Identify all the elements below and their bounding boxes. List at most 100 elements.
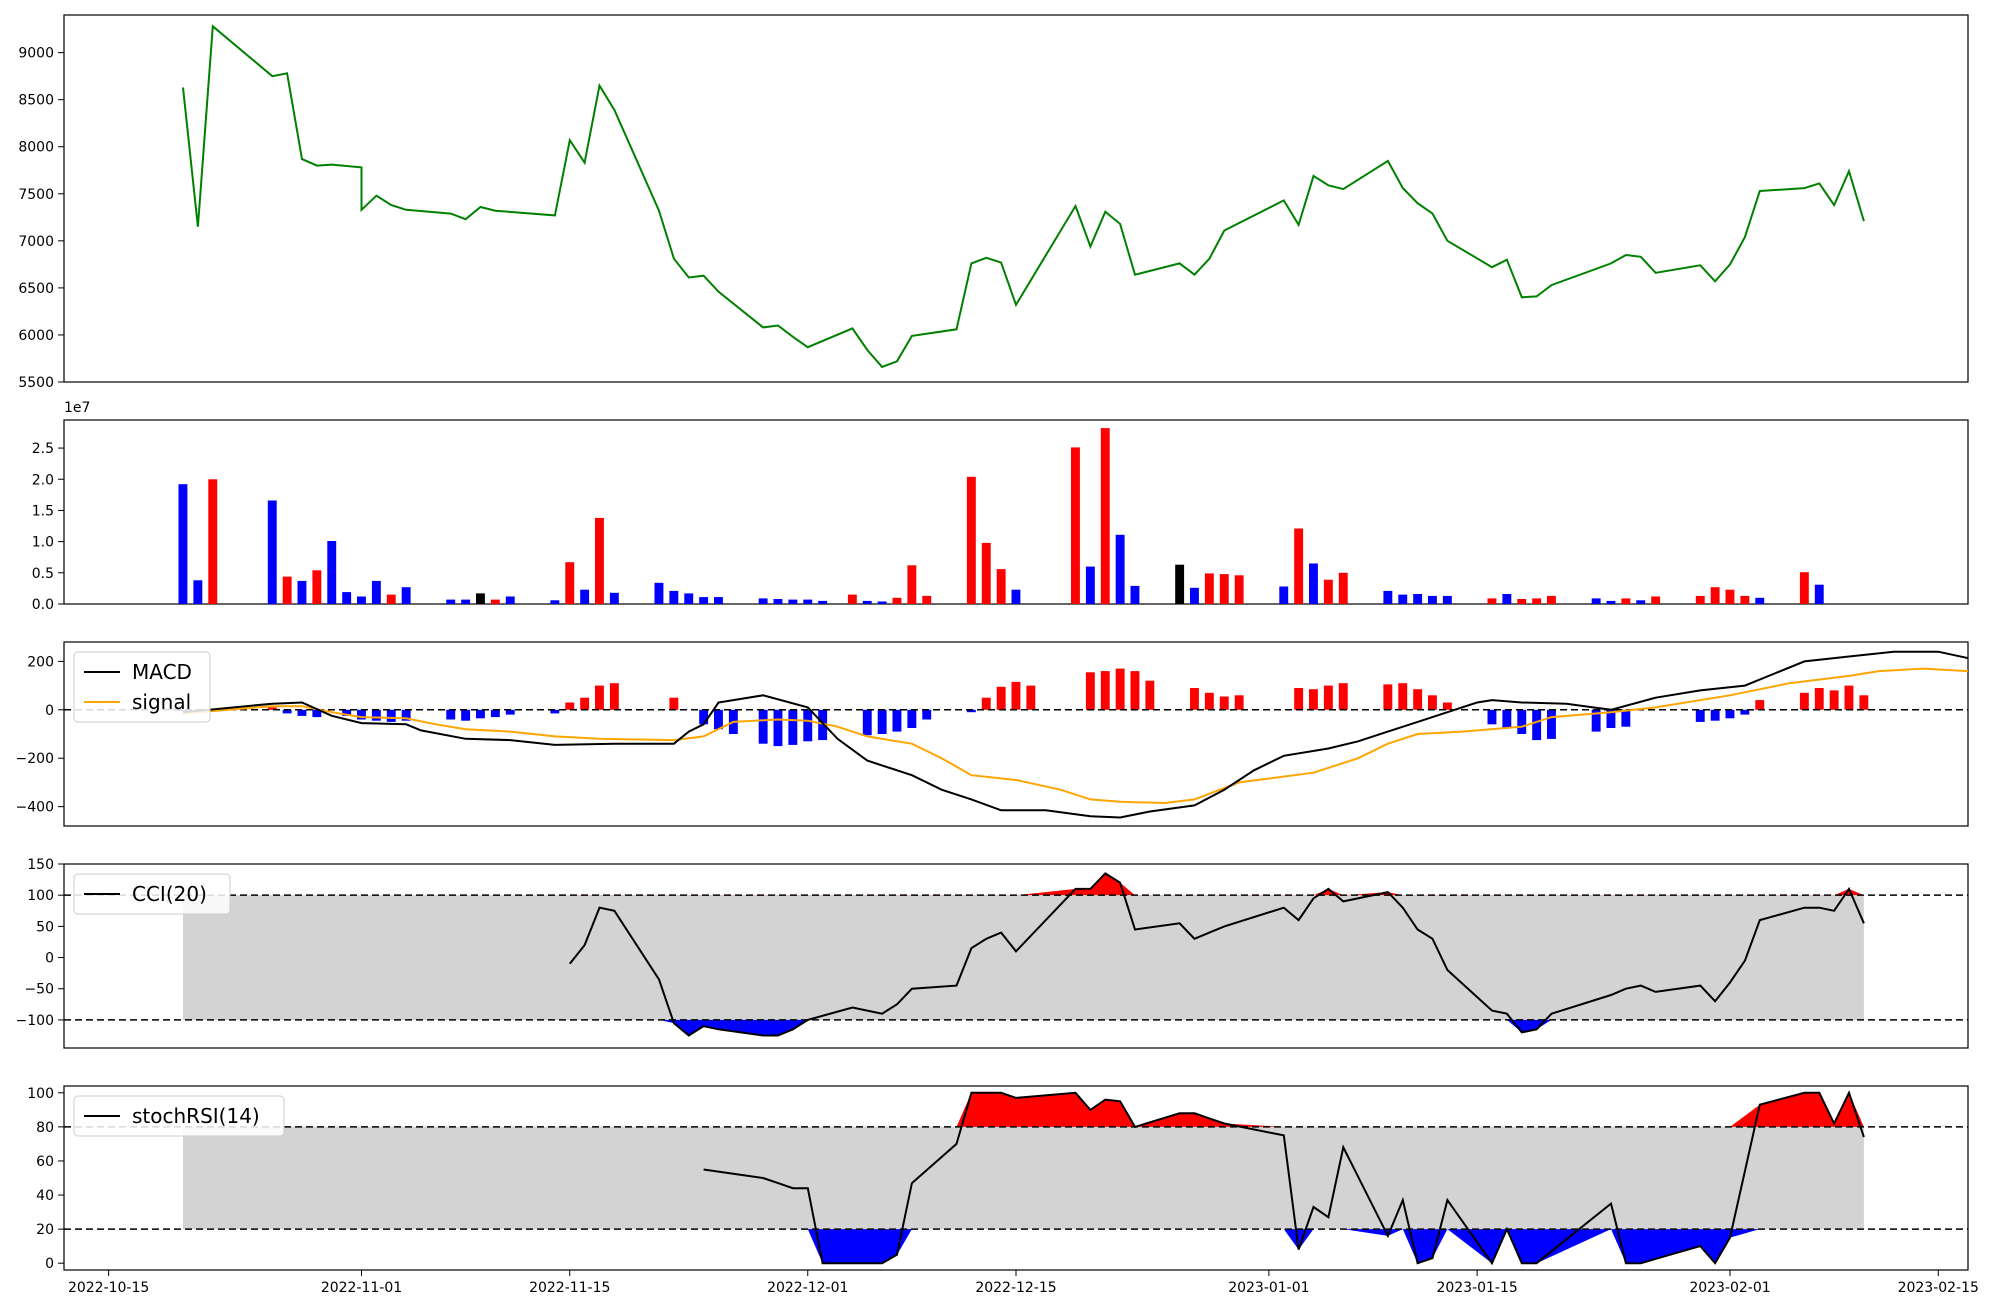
- signal-line: [182, 667, 1968, 805]
- y-tick-label: 8500: [18, 93, 54, 109]
- macd-hist-bar: [788, 709, 798, 745]
- volume-bar: [892, 597, 902, 604]
- stochrsi-band: [183, 1126, 1864, 1230]
- macd-hist-bar: [342, 709, 352, 716]
- volume-bar: [476, 593, 485, 604]
- y-tick-label: 0.5: [32, 566, 54, 582]
- macd-hist-bar: [1294, 688, 1304, 710]
- volume-bar: [1532, 598, 1542, 604]
- y-tick-label: 0.0: [32, 597, 54, 613]
- macd-hist-bar: [312, 709, 322, 718]
- x-tick-label: 2023-02-15: [1898, 1280, 1979, 1296]
- cci-panel: [63, 863, 1969, 1049]
- macd-hist-bar: [446, 709, 456, 720]
- macd-hist-bar: [862, 709, 872, 736]
- volume-bar: [595, 517, 604, 604]
- y-tick-label: 20: [36, 1222, 54, 1238]
- volume-bar: [758, 598, 768, 604]
- macd-hist-bar: [550, 709, 560, 714]
- y-tick-label: 0: [45, 951, 54, 967]
- volume-bar: [1591, 598, 1601, 604]
- volume-multiplier-label: 1e7: [64, 400, 90, 416]
- macd-hist-bar: [922, 709, 932, 720]
- macd-hist-bar: [803, 709, 813, 742]
- x-tick-label: 2022-11-01: [321, 1280, 402, 1296]
- macd-hist-bar: [1606, 709, 1616, 728]
- y-tick-label: 9000: [18, 46, 54, 62]
- volume-bar: [282, 576, 292, 604]
- volume-bar: [654, 582, 664, 604]
- x-tick-label: 2022-12-15: [975, 1280, 1056, 1296]
- macd-hist-bar: [267, 707, 277, 710]
- legend-box: [73, 651, 211, 723]
- volume-bar: [550, 600, 560, 604]
- volume-bar: [1085, 566, 1095, 604]
- macd-hist-bar: [996, 686, 1006, 710]
- macd-hist-bar: [1859, 695, 1869, 710]
- y-tick-label: 1.0: [32, 535, 54, 551]
- volume-bar: [1502, 594, 1512, 604]
- volume-bar: [1309, 563, 1318, 604]
- volume-bar: [1621, 598, 1631, 604]
- volume-bar: [996, 569, 1006, 604]
- x-tick-label: 2022-11-15: [529, 1280, 610, 1296]
- y-tick-label: 100: [27, 1086, 54, 1102]
- stochrsi-line: [703, 1090, 1865, 1266]
- macd-hist-bar: [1383, 684, 1393, 710]
- volume-bar: [1517, 599, 1527, 604]
- macd-hist-bar: [1145, 680, 1155, 710]
- macd-hist-bar: [357, 709, 366, 720]
- volume-bar: [773, 599, 783, 604]
- volume-bar: [922, 595, 932, 604]
- legend: MACD signal: [73, 651, 211, 723]
- macd-hist-bar: [1115, 668, 1125, 710]
- y-tick-label: 7000: [18, 234, 54, 250]
- y-tick-label: 0: [45, 703, 54, 719]
- macd-hist-bar: [699, 709, 709, 725]
- macd-hist-bar: [1204, 692, 1214, 710]
- volume-bar: [1651, 596, 1661, 604]
- y-tick-label: 6000: [18, 328, 54, 344]
- volume-bar: [1279, 586, 1289, 604]
- macd-hist-bar: [714, 709, 723, 730]
- legend-entry: stochRSI(14): [132, 1104, 260, 1128]
- volume-bar: [1323, 579, 1333, 604]
- volume-bar: [505, 596, 515, 604]
- y-tick-label: 100: [27, 888, 54, 904]
- cci-overbought-fill: [569, 873, 1864, 896]
- volume-bar: [461, 599, 471, 604]
- y-tick-label: 80: [36, 1120, 54, 1136]
- y-tick-label: 2.0: [32, 472, 54, 488]
- macd-hist-bar: [1814, 688, 1824, 710]
- volume-bar: [193, 580, 203, 604]
- x-tick-label: 2023-01-15: [1436, 1280, 1517, 1296]
- legend-box: [73, 873, 231, 915]
- macd-hist-bar: [1413, 689, 1423, 710]
- legend-entry: signal: [132, 690, 191, 714]
- macd-hist-bar: [1011, 681, 1021, 710]
- x-tick-label: 2022-12-01: [767, 1280, 848, 1296]
- macd-hist-bar: [1621, 709, 1631, 727]
- volume-bar: [386, 594, 396, 604]
- legend-entry: CCI(20): [132, 882, 207, 906]
- y-tick-label: 5500: [18, 375, 54, 391]
- macd-hist-bar: [1517, 709, 1527, 734]
- volume-bar: [1383, 590, 1393, 604]
- y-tick-label: 40: [36, 1188, 54, 1204]
- volume-bar: [862, 600, 872, 604]
- volume-bar: [1428, 595, 1437, 604]
- volume-bar: [788, 599, 798, 604]
- volume-bar: [1636, 600, 1646, 604]
- macd-line: [182, 650, 1968, 819]
- y-tick-label: 150: [27, 857, 54, 873]
- cci-band: [183, 895, 1864, 1020]
- y-tick-label: −50: [24, 982, 54, 998]
- macd-hist-bar: [1532, 709, 1542, 741]
- macd-hist-bar: [1428, 695, 1437, 710]
- macd-hist-bar: [1547, 709, 1556, 739]
- volume-bar: [1175, 564, 1185, 604]
- macd-hist-bar: [773, 709, 783, 747]
- macd-hist-bar: [966, 709, 976, 713]
- volume-bar: [267, 500, 277, 604]
